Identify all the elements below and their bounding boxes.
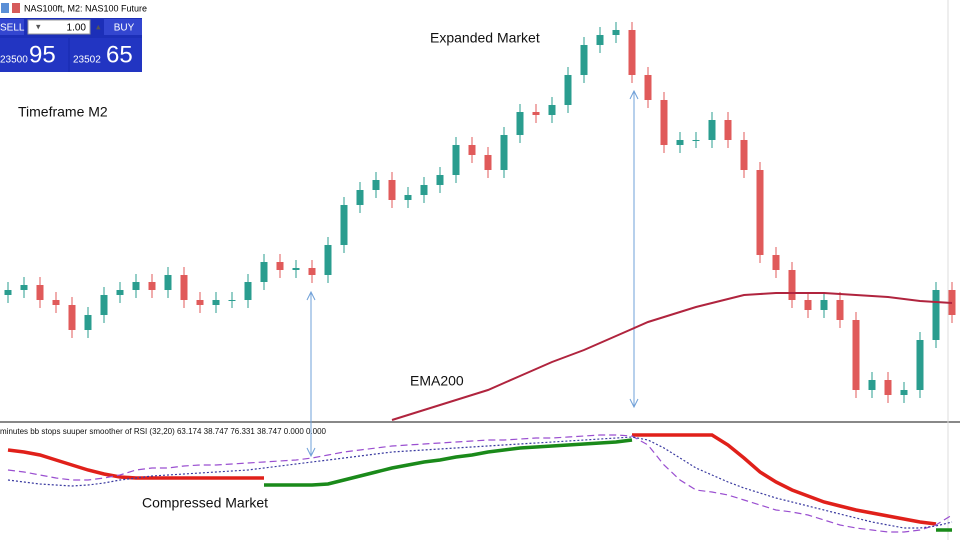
ema-label: EMA200 [410,373,464,389]
symbol: NAS100ft, M2: NAS100 Future [24,3,147,13]
buy-price-box[interactable] [70,38,142,72]
toolbar: NAS100ft, M2: NAS100 Future SELL ▾ 1.00 … [0,3,147,72]
annotation: Compressed Market [142,495,268,511]
sell-price-small: 23500 [0,55,28,66]
candle-body [932,290,940,340]
line-series [391,292,953,421]
candle-body [36,285,44,300]
arrow-head [306,447,316,458]
buy-button[interactable] [104,19,142,35]
line-series [264,438,952,532]
candle-body [708,120,716,140]
arrow-head [629,89,639,100]
candle-body [388,180,396,200]
candle-body [148,282,156,290]
arrows [306,89,639,458]
lot-up[interactable]: ▴ [96,21,101,31]
candle-body [340,205,348,245]
candle-body [500,135,508,170]
candle-body [356,190,364,205]
sell-price-box[interactable] [0,38,68,72]
candle-body [724,120,732,140]
candle-body [244,282,252,300]
candle-body [276,262,284,270]
candle-body [372,180,380,190]
candle-body [260,262,268,282]
candle-body [292,268,300,270]
candle-body [132,282,140,290]
candle-body [420,185,428,195]
candle-body [180,275,188,300]
candle-body [100,295,108,315]
candle-body [308,268,316,275]
candle-body [692,140,700,141]
candle-body [52,300,60,305]
candle-body [212,300,220,305]
candle-body [20,285,28,290]
candle-body [756,170,764,255]
candle-body [628,30,636,75]
icon [1,3,9,13]
line-series [7,436,953,529]
candle-body [660,100,668,145]
candle-body [772,255,780,270]
candle-body [84,315,92,330]
candle-body [532,112,540,115]
sell-button[interactable] [0,19,24,35]
candle-body [916,340,924,390]
candle-body [836,300,844,320]
candle-body [884,380,892,395]
candle-body [820,300,828,310]
annotation: Timeframe M2 [18,104,108,120]
candle-body [644,75,652,100]
candle-body [564,75,572,105]
candle-body [596,35,604,45]
lot-box[interactable] [27,19,91,35]
candle-body [740,140,748,170]
candle-body [116,290,124,295]
candle-body [468,145,476,155]
buy-price-small: 23502 [73,55,101,66]
icon [12,3,20,13]
candle-body [580,45,588,75]
lot[interactable]: 1.00 [67,23,87,34]
candle-body [852,320,860,390]
candle-body [68,305,76,330]
candle-body [804,300,812,310]
candle-body [868,380,876,390]
lot-down[interactable]: ▾ [36,21,41,31]
line-series [7,434,953,533]
candle-body [788,270,796,300]
candle-body [324,245,332,275]
candle-body [404,195,412,200]
sell-price-big: 95 [29,41,56,68]
candle-body [484,155,492,170]
candle-body [164,275,172,290]
candle-body [900,390,908,395]
candle-body [516,112,524,135]
annotation: Expanded Market [430,30,540,46]
arrow-head [306,290,316,301]
candle-body [612,30,620,35]
candle-body [436,175,444,185]
candle-body [4,290,12,295]
sell-label[interactable]: SELL [0,23,25,34]
candle-body [676,140,684,145]
candle-body [452,145,460,175]
candle-body [548,105,556,115]
buy-label[interactable]: BUY [114,23,135,34]
indicator-title: minutes bb stops suuper smoother of RSI … [0,427,327,436]
arrow-head [629,398,639,409]
buy-price-big: 65 [106,41,133,68]
candle-body [228,300,236,301]
candle-body [196,300,204,305]
